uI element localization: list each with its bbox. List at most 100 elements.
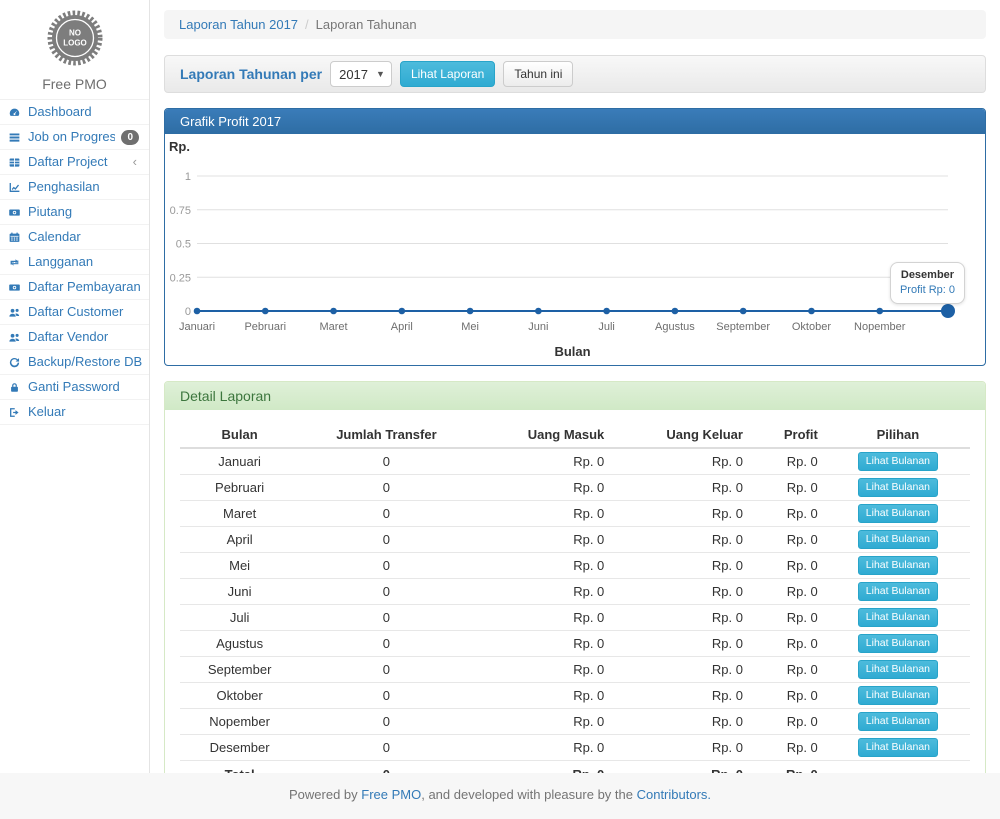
cell-jumlah-transfer: 0 [299, 578, 474, 605]
money-icon [8, 281, 22, 294]
cell-uang-keluar: Rp. 0 [612, 682, 751, 709]
tooltip-value: Profit Rp: 0 [899, 284, 955, 296]
lihat-bulanan-button[interactable]: Lihat Bulanan [857, 686, 939, 705]
cell-jumlah-transfer: 0 [299, 474, 474, 501]
sidebar-nav: Dashboard Job on Progress 0 Daftar Project ‹… [0, 99, 149, 425]
contributors-link[interactable]: Contributors. [636, 787, 712, 802]
sidebar-item-ganti-password[interactable]: Ganti Password [0, 375, 149, 400]
sidebar-item-calendar[interactable]: Calendar [0, 225, 149, 250]
table-row-mei: Mei 0 Rp. 0 Rp. 0 Rp. 0 Lihat Bulanan [180, 552, 970, 579]
svg-text:Januari: Januari [179, 321, 215, 333]
detail-panel-title: Detail Laporan [165, 382, 985, 410]
sidebar-item-daftar-pembayaran[interactable]: Daftar Pembayaran [0, 275, 149, 300]
filter-label: Laporan Tahunan per [180, 66, 323, 82]
profit-line-chart[interactable]: Rp. 0 0.25 0.5 0.75 1 Januari Pebruari Maret Apri… [165, 134, 985, 365]
cell-profit: Rp. 0 [750, 682, 826, 709]
cell-uang-masuk: Rp. 0 [473, 500, 613, 527]
calendar-icon [8, 231, 22, 244]
cell-profit: Rp. 0 [750, 708, 826, 735]
svg-text:0.25: 0.25 [170, 272, 191, 284]
cell-profit: Rp. 0 [750, 448, 826, 475]
svg-text:0: 0 [185, 306, 191, 318]
table-total-row: Total 0 Rp. 0 Rp. 0 Rp. 0 [180, 761, 970, 773]
cell-jumlah-transfer: 0 [299, 448, 474, 475]
cell-bulan: September [180, 656, 300, 683]
table-row-pebruari: Pebruari 0 Rp. 0 Rp. 0 Rp. 0 Lihat Bulanan [180, 474, 970, 501]
lihat-bulanan-button[interactable]: Lihat Bulanan [857, 478, 939, 497]
retweet-icon [8, 256, 22, 269]
lihat-bulanan-button[interactable]: Lihat Bulanan [857, 582, 939, 601]
cell-bulan: Agustus [180, 630, 300, 657]
cell-jumlah-transfer: 0 [299, 656, 474, 683]
svg-text:September: September [716, 321, 770, 333]
cell-bulan: Juni [180, 578, 300, 605]
lihat-bulanan-button[interactable]: Lihat Bulanan [857, 452, 939, 471]
cell-jumlah-transfer: 0 [299, 734, 474, 761]
cell-bulan: Maret [180, 500, 300, 527]
total-jumlah-transfer: 0 [299, 761, 473, 773]
app-wrapper: NO LOGO Free PMO Dashboard Job on Progres… [0, 0, 986, 773]
sidebar-item-langganan[interactable]: Langganan [0, 250, 149, 275]
cell-uang-keluar: Rp. 0 [612, 734, 751, 761]
table-row-nopember: Nopember 0 Rp. 0 Rp. 0 Rp. 0 Lihat Bulanan [180, 708, 970, 735]
cell-bulan: April [180, 526, 300, 553]
sidebar-item-label: Job on Progress [28, 129, 116, 144]
sidebar-item-label: Backup/Restore DB [28, 354, 143, 369]
cell-jumlah-transfer: 0 [299, 526, 474, 553]
table-row-januari: Januari 0 Rp. 0 Rp. 0 Rp. 0 Lihat Bulanan [180, 448, 970, 475]
chevron-left-icon: ‹ [132, 154, 137, 169]
cell-uang-masuk: Rp. 0 [473, 682, 613, 709]
cell-bulan: Januari [180, 448, 300, 475]
free-pmo-link[interactable]: Free PMO [361, 787, 422, 802]
lihat-bulanan-button[interactable]: Lihat Bulanan [857, 504, 939, 523]
lihat-bulanan-button[interactable]: Lihat Bulanan [857, 608, 939, 627]
sidebar-item-backup-restore-db[interactable]: Backup/Restore DB [0, 350, 149, 375]
year-select[interactable]: 2017 ▼ [330, 61, 392, 87]
lihat-bulanan-button[interactable]: Lihat Bulanan [857, 712, 939, 731]
sidebar-item-daftar-vendor[interactable]: Daftar Vendor [0, 325, 149, 350]
count-badge: 0 [121, 129, 139, 145]
cell-jumlah-transfer: 0 [299, 682, 474, 709]
cell-profit: Rp. 0 [750, 500, 826, 527]
sidebar-item-daftar-project[interactable]: Daftar Project ‹ [0, 150, 149, 175]
lihat-bulanan-button[interactable]: Lihat Bulanan [857, 556, 939, 575]
column-header-profit: Profit [750, 422, 826, 449]
tahun-ini-button[interactable]: Tahun ini [503, 61, 574, 87]
cell-bulan: Pebruari [180, 474, 300, 501]
footer-text-prefix: Powered by [288, 787, 362, 802]
detail-report-panel: Detail Laporan Bulan Jumlah Transfer Uang … [164, 381, 986, 773]
sidebar-item-daftar-customer[interactable]: Daftar Customer [0, 300, 149, 325]
sidebar-item-label: Penghasilan [28, 179, 100, 194]
breadcrumb-link-laporan-tahun[interactable]: Laporan Tahun 2017 [179, 17, 299, 32]
lihat-bulanan-button[interactable]: Lihat Bulanan [857, 634, 939, 653]
report-table: Bulan Jumlah Transfer Uang Masuk Uang Kelua… [180, 422, 970, 773]
sidebar-item-label: Daftar Customer [28, 304, 124, 319]
cell-uang-keluar: Rp. 0 [612, 500, 751, 527]
cell-bulan: Juli [180, 604, 300, 631]
sidebar-item-job-on-progress[interactable]: Job on Progress 0 [0, 125, 149, 150]
sidebar-item-penghasilan[interactable]: Penghasilan [0, 175, 149, 200]
cell-jumlah-transfer: 0 [299, 630, 474, 657]
sidebar-item-label: Keluar [28, 404, 66, 419]
svg-text:Pebruari: Pebruari [244, 321, 286, 333]
column-header-pilihan: Pilihan [825, 422, 970, 449]
detail-body: Bulan Jumlah Transfer Uang Masuk Uang Kelua… [165, 410, 985, 773]
cell-pilihan: Lihat Bulanan [825, 474, 970, 501]
cell-uang-keluar: Rp. 0 [612, 474, 751, 501]
logo-box: NO LOGO Free PMO [0, 0, 149, 99]
cell-pilihan: Lihat Bulanan [825, 682, 970, 709]
cell-uang-masuk: Rp. 0 [473, 552, 613, 579]
cell-jumlah-transfer: 0 [299, 552, 474, 579]
svg-text:Mei: Mei [461, 321, 479, 333]
sidebar-item-label: Piutang [28, 204, 73, 219]
cell-jumlah-transfer: 0 [299, 604, 474, 631]
sidebar-item-keluar[interactable]: Keluar [0, 400, 149, 425]
lihat-bulanan-button[interactable]: Lihat Bulanan [857, 660, 939, 679]
lihat-laporan-button[interactable]: Lihat Laporan [399, 61, 496, 87]
sidebar-item-piutang[interactable]: Piutang [0, 200, 149, 225]
lihat-bulanan-button[interactable]: Lihat Bulanan [857, 530, 939, 549]
lihat-bulanan-button[interactable]: Lihat Bulanan [857, 738, 939, 757]
sidebar-item-dashboard[interactable]: Dashboard [0, 100, 149, 125]
cell-uang-masuk: Rp. 0 [473, 474, 613, 501]
line-chart-icon [8, 181, 22, 194]
